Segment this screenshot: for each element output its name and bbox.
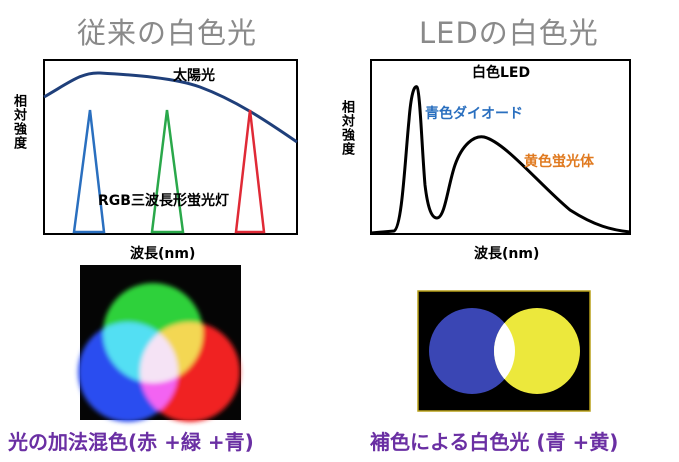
red-emission-peak [234,109,266,234]
green-emission-peak [150,109,185,234]
left-spectrum-plot: 太陽光 RGB三波長形蛍光灯 [43,59,298,235]
complementary-mixing-caption: 補色による白色光 (青 +黄) [370,430,619,454]
white-led-spectrum-curve [370,85,631,235]
additive-mixing-caption: 光の加法混色(赤 +緑 +青) [8,430,254,454]
rgb-lamp-label: RGB三波長形蛍光灯 [98,192,229,209]
right-spectrum-plot: 白色LED 青色ダイオード 黄色蛍光体 [370,59,631,235]
led-blue-light-circle [429,308,515,394]
right-panel-title: LEDの白色光 [419,16,599,50]
white-led-label: 白色LED [472,64,530,81]
left-panel-title: 従来の白色光 [77,16,258,50]
led-yellow-light-circle [494,308,580,394]
blue-emission-peak [72,109,106,234]
left-x-axis-label: 波長(nm) [130,246,196,262]
yellow-phosphor-label: 黄色蛍光体 [524,153,595,170]
rgb-additive-mixing-image [78,265,241,422]
blue-diode-label: 青色ダイオード [425,105,523,122]
sunlight-curve [43,71,298,144]
red-light-circle [140,322,240,422]
right-x-axis-label: 波長(nm) [474,246,540,262]
left-y-axis-label: 相対強度 [11,94,26,150]
right-y-axis-label: 相対強度 [339,100,354,156]
sunlight-label: 太陽光 [173,67,215,84]
complementary-color-mixing-image [417,290,591,412]
